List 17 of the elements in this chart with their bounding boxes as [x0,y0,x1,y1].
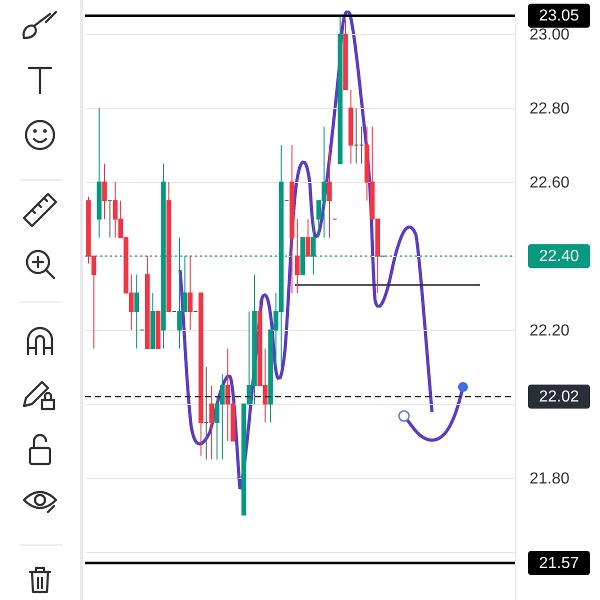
ref-line-label: 22.02 [538,388,580,406]
candlestick [327,144,332,238]
candlestick [306,218,310,257]
y-tick-label: 22.80 [530,100,570,118]
y-tick-label: 22.20 [530,322,570,340]
y-tick-label: 23.00 [530,26,570,44]
candlestick [294,218,300,294]
y-tick-label: 22.60 [530,174,570,192]
ref-line-label: 22.40 [538,248,580,266]
candlestick [91,256,96,350]
candlestick [134,274,140,350]
ref-line-label: 21.57 [538,555,580,572]
candlestick [188,256,193,331]
y-tick-label: 21.80 [530,470,570,488]
candlestick [102,163,107,220]
ref-line-label: 23.05 [538,8,580,25]
candlestick [209,385,214,460]
